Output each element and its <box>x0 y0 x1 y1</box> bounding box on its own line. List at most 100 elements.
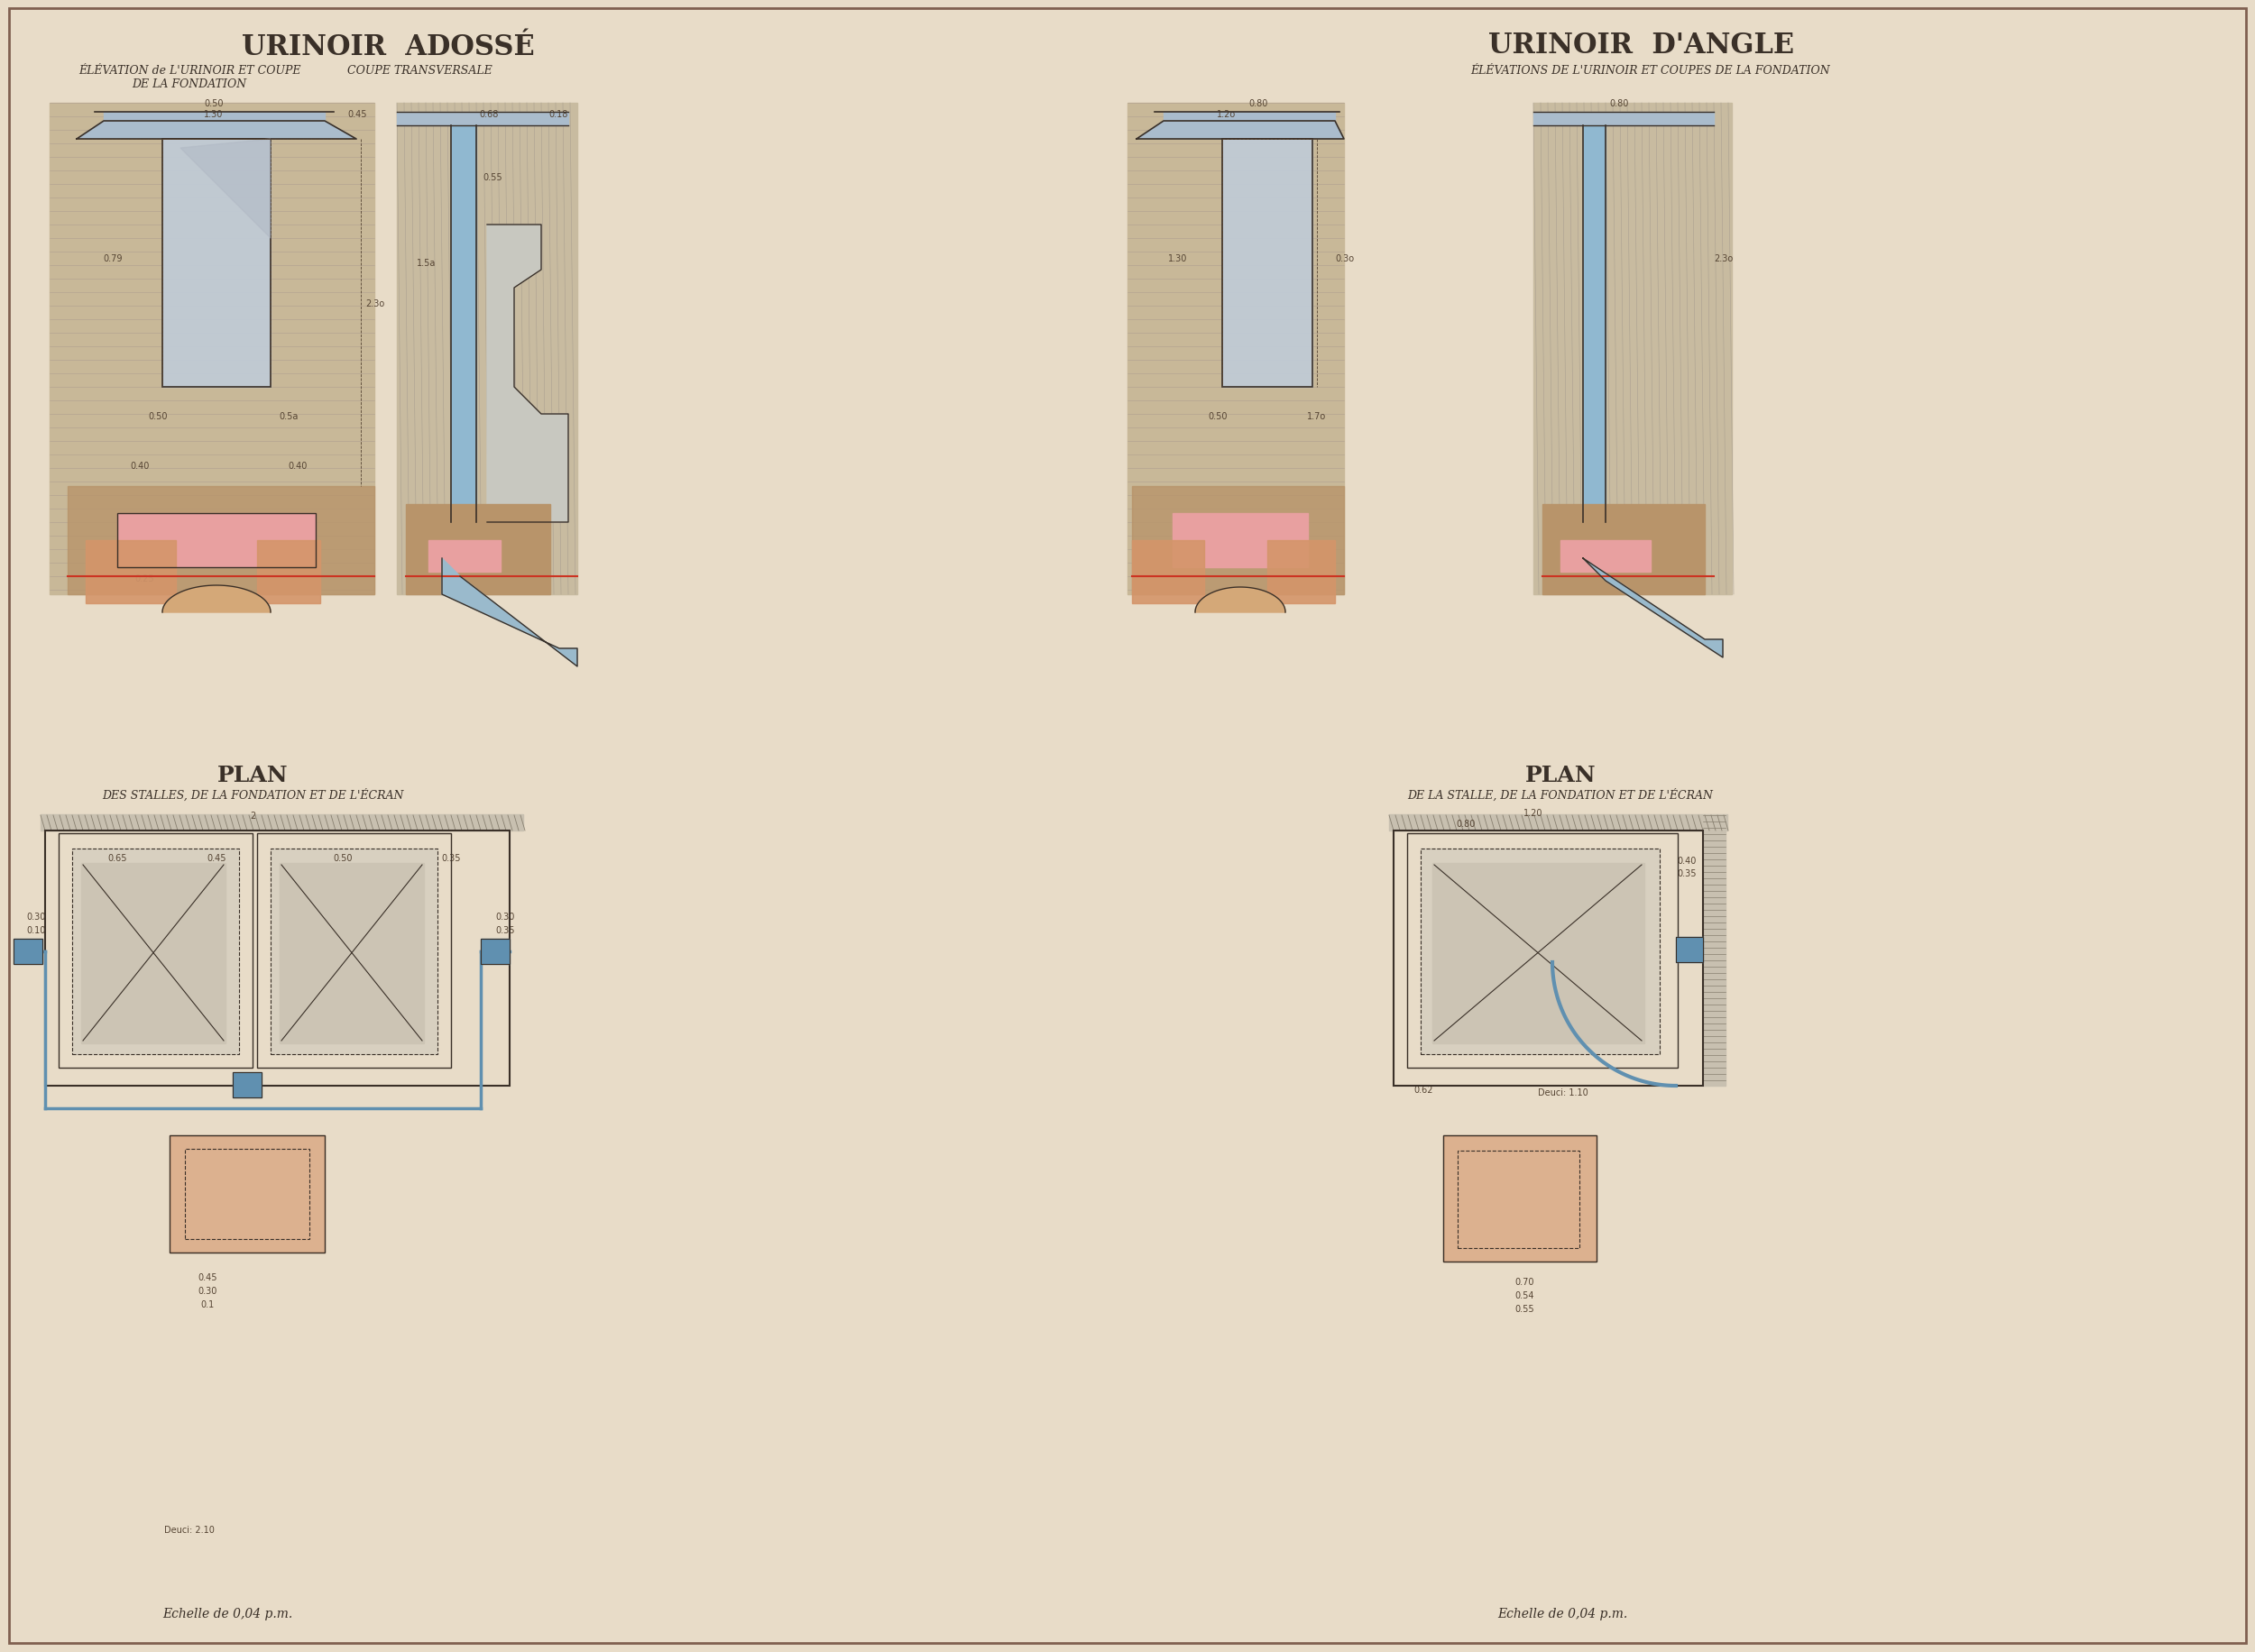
Bar <box>45 831 510 1085</box>
Text: 2.3o: 2.3o <box>365 299 383 309</box>
Bar <box>280 864 424 1044</box>
Bar <box>406 506 550 595</box>
Bar <box>1432 864 1644 1044</box>
Text: 0.55: 0.55 <box>1515 1303 1533 1313</box>
Bar <box>117 514 316 568</box>
Text: 0.45: 0.45 <box>347 111 368 119</box>
Text: 0.70: 0.70 <box>1515 1277 1533 1287</box>
Text: 0.10: 0.10 <box>27 925 45 935</box>
Bar <box>271 849 437 1054</box>
Text: 1.2o: 1.2o <box>1218 111 1236 119</box>
Bar <box>480 938 510 965</box>
Text: DE LA STALLE, DE LA FONDATION ET DE L'ÉCRAN: DE LA STALLE, DE LA FONDATION ET DE L'ÉC… <box>1407 788 1714 801</box>
Bar <box>232 1072 262 1097</box>
Bar <box>72 849 239 1054</box>
Text: 0.50: 0.50 <box>149 411 167 421</box>
Bar <box>257 540 320 605</box>
Bar <box>480 938 510 965</box>
Text: PLAN: PLAN <box>216 765 289 786</box>
Text: 1.5a: 1.5a <box>417 259 435 268</box>
Bar <box>271 849 437 1054</box>
Bar <box>1443 1135 1597 1262</box>
Bar <box>397 112 568 126</box>
Bar <box>41 814 523 831</box>
Text: Deuci: 2.10: Deuci: 2.10 <box>165 1525 214 1535</box>
Text: URINOIR  ADOSSÉ: URINOIR ADOSSÉ <box>241 33 534 61</box>
Polygon shape <box>104 112 325 122</box>
Text: 0.80: 0.80 <box>1457 819 1475 828</box>
Text: 0.55: 0.55 <box>483 173 503 182</box>
Bar <box>1583 126 1606 522</box>
Text: 1.20: 1.20 <box>1524 808 1542 818</box>
Polygon shape <box>162 586 271 613</box>
Text: 0.25: 0.25 <box>135 575 153 583</box>
Text: COUPE TRANSVERSALE: COUPE TRANSVERSALE <box>347 64 492 76</box>
Text: 0.68: 0.68 <box>480 111 498 119</box>
Bar <box>1560 540 1651 572</box>
Text: 1.35: 1.35 <box>237 1087 257 1097</box>
Text: 0.5a: 0.5a <box>280 411 298 421</box>
Bar <box>162 140 271 388</box>
Bar <box>86 540 176 605</box>
Text: 0.75: 0.75 <box>207 525 226 534</box>
Bar <box>14 938 43 965</box>
Text: 0.18: 0.18 <box>548 111 568 119</box>
Bar <box>1173 514 1308 568</box>
Text: 0.40: 0.40 <box>131 461 149 471</box>
Bar <box>1132 487 1344 595</box>
Text: ÉLÉVATION de L'URINOIR ET COUPE: ÉLÉVATION de L'URINOIR ET COUPE <box>79 64 300 76</box>
Polygon shape <box>1137 122 1344 140</box>
Text: 1.30: 1.30 <box>205 111 223 119</box>
Bar <box>169 1135 325 1252</box>
Bar <box>1407 834 1678 1067</box>
Bar <box>1443 1135 1597 1262</box>
Bar <box>117 514 316 568</box>
Bar <box>1222 140 1312 388</box>
Polygon shape <box>442 558 577 667</box>
Text: 1.30: 1.30 <box>1168 254 1188 263</box>
Bar <box>1389 814 1727 831</box>
Text: 2: 2 <box>250 811 255 819</box>
Text: 0.50: 0.50 <box>205 99 223 107</box>
Polygon shape <box>1583 558 1723 657</box>
Bar <box>185 1150 309 1239</box>
Polygon shape <box>1164 112 1335 122</box>
Bar <box>1421 849 1660 1054</box>
Text: 0.35: 0.35 <box>1678 869 1696 877</box>
Bar <box>68 487 374 595</box>
Text: 0.40: 0.40 <box>1678 856 1696 866</box>
Text: 2.3o: 2.3o <box>1714 254 1734 263</box>
Bar <box>81 864 226 1044</box>
Text: 0.30: 0.30 <box>496 912 514 922</box>
Bar <box>162 140 271 388</box>
Text: 0.50: 0.50 <box>1209 411 1227 421</box>
Text: 1.7o: 1.7o <box>1308 411 1326 421</box>
Bar <box>72 849 239 1054</box>
Bar <box>59 834 253 1067</box>
Text: 0.35: 0.35 <box>496 925 514 935</box>
Bar <box>169 1135 325 1252</box>
Text: 0.80: 0.80 <box>1249 99 1267 107</box>
Bar <box>1394 831 1703 1085</box>
Text: URINOIR  D'ANGLE: URINOIR D'ANGLE <box>1488 31 1795 59</box>
Text: 0.50: 0.50 <box>334 854 352 862</box>
Text: ÉLÉVATIONS DE L'URINOIR ET COUPES DE LA FONDATION: ÉLÉVATIONS DE L'URINOIR ET COUPES DE LA … <box>1470 64 1831 76</box>
Text: 0.30: 0.30 <box>198 1287 216 1295</box>
Text: Deuci: 1.10: Deuci: 1.10 <box>1538 1087 1588 1097</box>
Text: DES STALLES, DE LA FONDATION ET DE L'ÉCRAN: DES STALLES, DE LA FONDATION ET DE L'ÉCR… <box>101 788 404 801</box>
Bar <box>1421 849 1660 1054</box>
Polygon shape <box>487 225 568 522</box>
Bar <box>1533 112 1714 126</box>
Bar <box>1267 540 1335 605</box>
Bar <box>397 104 577 595</box>
Text: Echelle de 0,04 p.m.: Echelle de 0,04 p.m. <box>1497 1607 1628 1619</box>
Bar <box>14 938 43 965</box>
Text: 0.42: 0.42 <box>1466 892 1484 902</box>
Text: 0.30: 0.30 <box>27 912 45 922</box>
Bar <box>257 834 451 1067</box>
Bar <box>428 540 501 572</box>
Polygon shape <box>77 122 356 140</box>
Text: 0.40: 0.40 <box>289 461 307 471</box>
Text: 0.3o: 0.3o <box>1335 254 1353 263</box>
Bar <box>1533 104 1732 595</box>
